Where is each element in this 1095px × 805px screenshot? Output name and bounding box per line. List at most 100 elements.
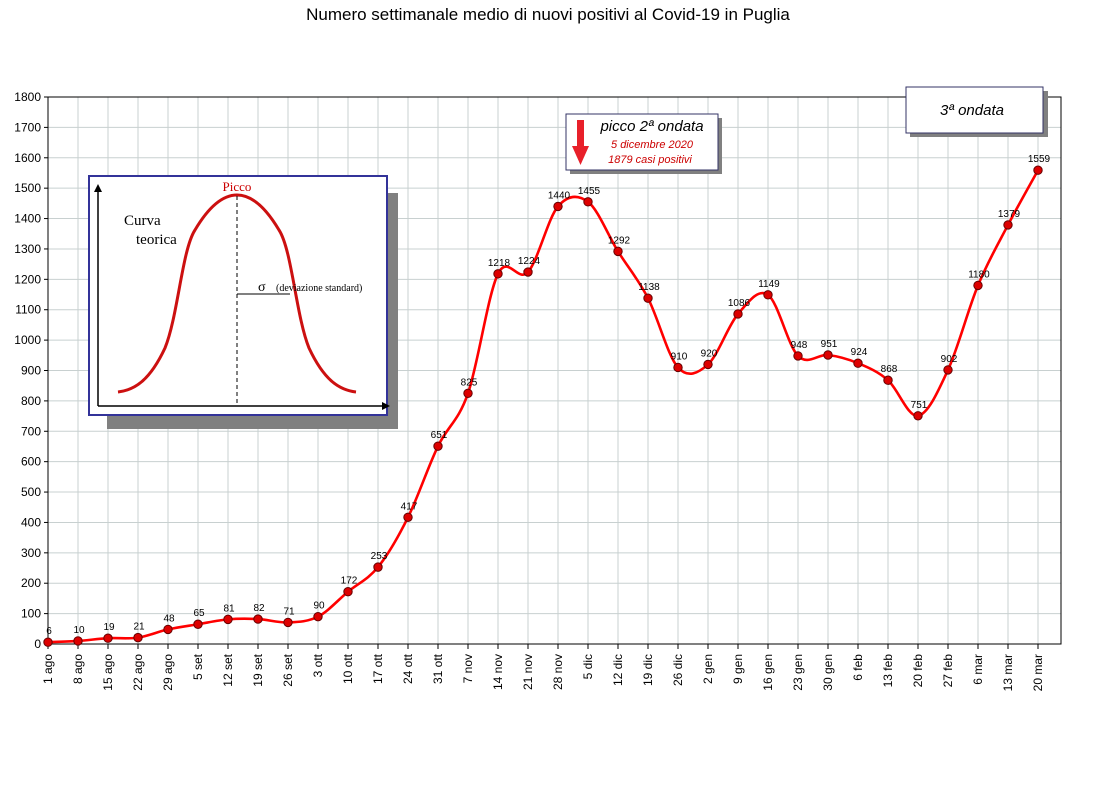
data-label: 253 — [371, 551, 388, 562]
data-label: 751 — [911, 400, 928, 411]
x-tick-label: 19 dic — [641, 654, 655, 686]
peak-box-title: picco 2ª ondata — [599, 118, 703, 135]
data-point — [1033, 165, 1043, 175]
x-tick-label: 30 gen — [821, 654, 835, 691]
inset-sigma-symbol: σ — [258, 280, 266, 295]
y-tick-label: 1100 — [15, 303, 41, 317]
data-point — [1003, 220, 1013, 230]
data-point — [733, 309, 743, 319]
data-point — [553, 201, 563, 212]
x-tick-label: 5 dic — [581, 654, 595, 679]
x-tick-label: 15 ago — [101, 654, 115, 691]
x-tick-label: 1 ago — [41, 654, 55, 684]
peak-annotation: picco 2ª ondata 5 dicembre 2020 1879 cas… — [565, 113, 722, 174]
data-labels: 6 10 19 21 48 65 81 82 71 90 172 253 417 651 825 1218 12… — [46, 154, 1050, 637]
data-point — [523, 267, 533, 277]
data-label: 825 — [461, 377, 478, 388]
data-point — [463, 388, 473, 398]
data-point — [613, 246, 623, 257]
x-tick-label: 8 ago — [71, 654, 85, 684]
y-tick-label: 300 — [21, 546, 41, 560]
data-point — [343, 587, 353, 597]
x-tick-label: 22 ago — [131, 654, 145, 691]
data-label: 1292 — [608, 235, 631, 246]
y-tick-label: 1800 — [14, 90, 41, 104]
data-point — [163, 624, 173, 635]
x-tick-label: 21 nov — [521, 654, 535, 690]
x-tick-label: 9 gen — [731, 654, 745, 684]
x-tick-label: 23 gen — [791, 654, 805, 691]
data-label: 172 — [341, 576, 358, 587]
chart-title: Numero settimanale medio di nuovi positi… — [306, 5, 790, 24]
data-label: 1379 — [998, 209, 1021, 220]
y-tick-label: 1500 — [14, 181, 41, 195]
inset-gaussian-curve — [117, 193, 357, 394]
data-label: 417 — [401, 501, 418, 512]
series-line — [43, 165, 1043, 647]
data-label: 948 — [791, 340, 808, 351]
data-point — [913, 411, 923, 421]
x-tick-label: 29 ago — [161, 654, 175, 691]
x-tick-label: 13 mar — [1001, 654, 1015, 691]
y-tick-label: 1700 — [14, 120, 41, 134]
data-label: 951 — [821, 339, 838, 350]
x-tick-label: 19 set — [251, 653, 265, 686]
data-label: 81 — [223, 603, 235, 614]
data-point — [223, 614, 233, 625]
data-label: 6 — [46, 626, 52, 637]
data-label: 19 — [103, 622, 115, 633]
data-point — [73, 636, 83, 646]
data-point — [253, 614, 263, 624]
y-tick-label: 1600 — [14, 151, 41, 165]
x-tick-label: 10 ott — [341, 653, 355, 684]
x-tick-label: 13 feb — [881, 654, 895, 688]
data-label: 1149 — [758, 279, 780, 290]
data-label: 1138 — [638, 282, 660, 293]
inset-theoretical-curve: Picco Curva teorica σ (deviazione standa… — [88, 175, 398, 429]
data-label: 1086 — [728, 298, 751, 309]
data-label: 651 — [431, 430, 448, 441]
plot-frame — [47, 96, 1062, 645]
y-tick-label: 900 — [21, 364, 41, 378]
y-tick-label: 500 — [21, 485, 41, 499]
x-tick-label: 28 nov — [551, 654, 565, 690]
data-point — [583, 197, 593, 207]
y-tick-label: 400 — [21, 515, 41, 529]
down-arrow-icon — [572, 146, 589, 165]
data-point — [373, 562, 383, 572]
data-label: 65 — [193, 608, 205, 619]
x-tick-label: 7 nov — [461, 654, 475, 683]
x-tick-label: 27 feb — [941, 654, 955, 688]
peak-box-frame — [565, 113, 719, 171]
data-point — [973, 280, 983, 291]
data-label: 868 — [881, 364, 898, 375]
x-tick-label: 6 feb — [851, 654, 865, 681]
x-tick-label: 12 dic — [611, 654, 625, 686]
data-label: 48 — [163, 613, 175, 624]
inset-y-arrow — [94, 184, 102, 192]
x-tick-label: 2 gen — [701, 654, 715, 684]
data-label: 82 — [253, 603, 265, 614]
data-label: 910 — [671, 351, 688, 362]
data-point — [403, 512, 413, 522]
data-point — [703, 359, 713, 370]
data-point — [283, 617, 293, 628]
y-tick-label: 700 — [21, 424, 41, 438]
y-tick-label: 1400 — [14, 212, 41, 226]
data-point — [103, 633, 113, 643]
inset-peak-label: Picco — [223, 179, 252, 194]
x-tick-label: 24 ott — [401, 653, 415, 684]
inset-curve-label-2: teorica — [136, 232, 177, 248]
x-tick-label: 26 dic — [671, 654, 685, 686]
x-tick-label: 26 set — [281, 653, 295, 686]
data-point — [493, 269, 503, 279]
x-tick-label: 31 ott — [431, 653, 445, 684]
data-point — [133, 632, 143, 643]
data-label: 1440 — [548, 190, 571, 201]
wave-box-label: 3ª ondata — [940, 102, 1004, 119]
data-label: 924 — [851, 347, 868, 358]
data-label: 90 — [313, 601, 325, 612]
x-tick-label: 12 set — [221, 653, 235, 686]
axes: 0 100 200 300 400 500 600 700 800 900 1000 1100 1200… — [14, 90, 1062, 691]
